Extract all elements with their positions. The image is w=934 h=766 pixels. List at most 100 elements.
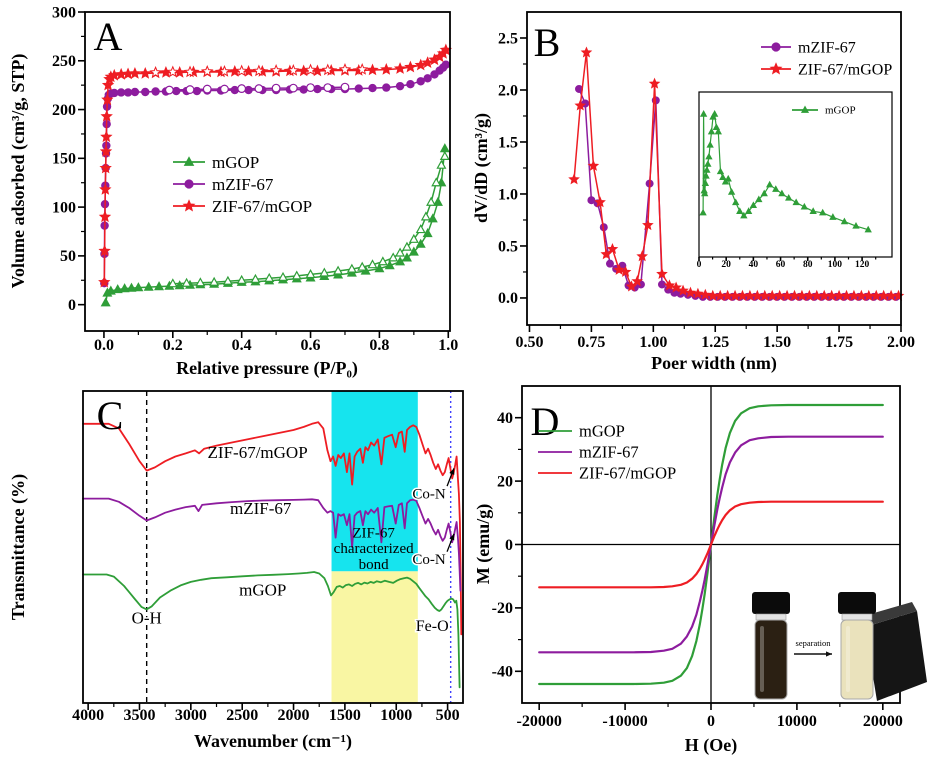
series-zif-67-mgop-spectrum (82, 421, 463, 636)
svg-text:A: A (94, 14, 123, 59)
svg-text:separation: separation (796, 638, 832, 648)
svg-text:100: 100 (828, 260, 843, 270)
highlight-region (331, 571, 418, 703)
svg-text:2500: 2500 (226, 707, 258, 724)
series-zif-67-mgop-adsorption (98, 43, 453, 288)
svg-text:3000: 3000 (175, 707, 207, 724)
series-mzif-67-spectrum (82, 497, 462, 592)
svg-text:characterized: characterized (334, 541, 414, 557)
svg-text:2.00: 2.00 (887, 334, 915, 351)
svg-text:mZIF-67: mZIF-67 (230, 499, 292, 518)
svg-text:Co-N: Co-N (412, 487, 446, 503)
svg-text:Wavenumber (cm⁻¹): Wavenumber (cm⁻¹) (194, 731, 352, 752)
magnetic-separation-photo-inset: separation (752, 592, 927, 701)
svg-text:H (Oe): H (Oe) (685, 735, 737, 756)
svg-text:1.00: 1.00 (639, 334, 667, 351)
svg-text:-40: -40 (492, 664, 513, 681)
legend: mGOP mZIF-67 ZIF-67/mGOP (173, 153, 312, 216)
panel-b-pore-width-distribution-chart: 0.50 0.75 1.00 1.25 1.50 1.75 2.000.00.51.01.5… (471, 11, 915, 374)
svg-text:2.0: 2.0 (498, 82, 518, 99)
svg-text:dV/dD (cm³/g): dV/dD (cm³/g) (471, 113, 492, 223)
svg-text:mGOP: mGOP (579, 422, 625, 441)
svg-text:2000: 2000 (278, 707, 310, 724)
svg-text:150: 150 (52, 151, 76, 168)
svg-text:mGOP: mGOP (825, 105, 856, 117)
highlight-region (331, 391, 418, 572)
svg-text:250: 250 (52, 53, 76, 70)
svg-text:0: 0 (707, 713, 715, 730)
panel-c-ftir-spectra-chart: 4000 3500 3000 2500 2000 1500 1000 500 Wavenumbe… (8, 390, 464, 752)
svg-text:500: 500 (436, 707, 460, 724)
svg-text:1.0: 1.0 (438, 337, 458, 354)
svg-text:mGOP: mGOP (239, 580, 286, 599)
svg-text:mZIF-67: mZIF-67 (798, 39, 856, 56)
svg-text:Volume adsorbed (cm³/g, STP): Volume adsorbed (cm³/g, STP) (8, 54, 29, 289)
svg-text:0.6: 0.6 (301, 337, 321, 354)
svg-text:2.5: 2.5 (498, 30, 518, 47)
svg-text:3500: 3500 (123, 707, 155, 724)
svg-text:0.5: 0.5 (498, 238, 518, 255)
svg-text:Co-N: Co-N (412, 552, 446, 568)
svg-text:Fe-O: Fe-O (416, 618, 449, 635)
svg-text:40: 40 (497, 410, 513, 427)
series-mzif-67-desorption (164, 82, 350, 95)
svg-text:1.75: 1.75 (825, 334, 853, 351)
svg-text:0.0: 0.0 (498, 290, 518, 307)
svg-text:1.0: 1.0 (498, 186, 518, 203)
legend: mGOP (792, 105, 856, 117)
svg-text:1.5: 1.5 (498, 134, 518, 151)
svg-text:80: 80 (803, 260, 813, 270)
svg-text:-10000: -10000 (602, 713, 647, 730)
svg-text:D: D (531, 399, 560, 444)
panel-d-magnetization-chart: -20000 -10000 0 10000 20000 -40 -20 0 20 40 H (Oe)… (473, 385, 927, 756)
svg-text:4000: 4000 (72, 707, 104, 724)
svg-text:0: 0 (505, 537, 513, 554)
series-mgop-adsorption (100, 143, 450, 307)
svg-text:-20000: -20000 (517, 713, 562, 730)
svg-text:0: 0 (68, 297, 76, 314)
svg-text:40: 40 (749, 260, 759, 270)
svg-text:0.4: 0.4 (232, 337, 252, 354)
svg-text:Relative pressure (P/P₀): Relative pressure (P/P₀) (176, 358, 358, 379)
svg-text:ZIF-67/mGOP: ZIF-67/mGOP (212, 197, 312, 216)
magnet-cube (865, 611, 927, 701)
svg-text:Poer width (nm): Poer width (nm) (651, 353, 777, 374)
legend: mZIF-67 ZIF-67/mGOP (761, 39, 892, 78)
svg-text:1.25: 1.25 (701, 334, 729, 351)
svg-text:1.50: 1.50 (763, 334, 791, 351)
series-zif-67-mgop-desorption (149, 63, 369, 78)
svg-text:120: 120 (855, 260, 870, 270)
series-mgop-desorption (167, 150, 450, 288)
svg-text:mZIF-67: mZIF-67 (212, 175, 274, 194)
svg-text:200: 200 (52, 102, 76, 119)
svg-text:B: B (534, 20, 561, 65)
svg-text:300: 300 (52, 4, 76, 21)
svg-text:0.0: 0.0 (94, 337, 114, 354)
series-zif-67-mgop-magnetization-ms-13-5-emu-g- (538, 500, 884, 589)
svg-text:ZIF-67/mGOP: ZIF-67/mGOP (208, 443, 308, 462)
legend: mGOP mZIF-67 ZIF-67/mGOP (538, 422, 676, 483)
series-zif-67-mgop (568, 46, 905, 301)
svg-text:mGOP: mGOP (212, 153, 259, 172)
svg-text:-20: -20 (492, 600, 513, 617)
svg-text:C: C (97, 393, 124, 438)
svg-text:M (emu/g): M (emu/g) (473, 504, 494, 584)
svg-text:O-H: O-H (132, 608, 162, 627)
svg-text:0.8: 0.8 (369, 337, 389, 354)
svg-text:20: 20 (497, 473, 513, 490)
svg-text:0: 0 (697, 260, 702, 270)
series-mgop-spectrum (82, 571, 461, 689)
svg-text:0.2: 0.2 (163, 337, 183, 354)
svg-text:ZIF-67/mGOP: ZIF-67/mGOP (798, 61, 892, 78)
svg-text:10000: 10000 (777, 713, 817, 730)
svg-text:20: 20 (721, 260, 731, 270)
svg-text:ZIF-67: ZIF-67 (352, 526, 395, 542)
svg-text:0.75: 0.75 (577, 334, 605, 351)
svg-text:50: 50 (60, 248, 76, 265)
svg-text:1000: 1000 (380, 707, 412, 724)
svg-text:20000: 20000 (863, 713, 903, 730)
svg-text:Transmittance (%): Transmittance (%) (8, 474, 29, 620)
svg-text:bond: bond (359, 557, 390, 573)
svg-text:1500: 1500 (329, 707, 361, 724)
